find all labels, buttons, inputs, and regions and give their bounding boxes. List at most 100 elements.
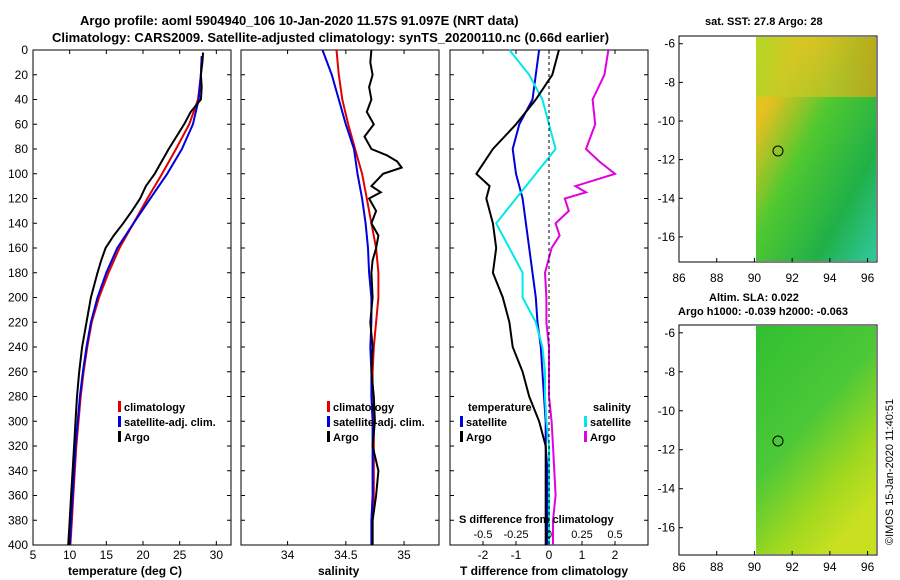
x-tick-label: 34.5 xyxy=(334,548,358,562)
legend3-sal-argo-swatch xyxy=(584,431,587,442)
legend3-temp-sat-label: satellite xyxy=(466,417,507,429)
temperature-legend: climatology satellite-adj. clim. Argo xyxy=(118,401,216,444)
x-tick-label: -2 xyxy=(478,548,489,562)
x-tick-label: 2 xyxy=(612,548,619,562)
salinity-series xyxy=(321,49,404,545)
depth-tick-label: 20 xyxy=(15,68,29,82)
lon-tick-label: 88 xyxy=(710,271,724,285)
lon-tick-label: 92 xyxy=(785,560,799,574)
salinity-axis-label: salinity xyxy=(318,564,360,578)
temperature-axis-label: temperature (deg C) xyxy=(68,564,182,578)
title-line-2: Climatology: CARS2009. Satellite-adjuste… xyxy=(52,30,609,45)
lon-tick-label: 86 xyxy=(672,560,686,574)
series-line-salinity-argo xyxy=(543,49,618,545)
x-tick-label: 30 xyxy=(210,548,224,562)
temperature-series xyxy=(67,52,205,546)
lat-tick-label: -16 xyxy=(658,230,676,244)
lon-tick-label: 92 xyxy=(785,271,799,285)
x-tick-label: 34 xyxy=(281,548,295,562)
legend3-temp-argo-swatch xyxy=(460,431,463,442)
s-tick-label: 0.5 xyxy=(607,529,622,541)
lon-tick-label: 94 xyxy=(823,271,837,285)
legend2-argo-label: Argo xyxy=(333,432,359,444)
x-tick-label: 25 xyxy=(173,548,187,562)
depth-tick-label: 320 xyxy=(8,439,28,453)
lat-tick-label: -8 xyxy=(664,75,675,89)
depth-tick-label: 160 xyxy=(8,241,28,255)
legend-argo-label: Argo xyxy=(124,432,150,444)
series-line-climatology xyxy=(335,49,380,545)
sla-title: Altim. SLA: 0.022 xyxy=(709,292,799,304)
legend3-sal-sat-swatch xyxy=(584,416,587,427)
depth-tick-label: 80 xyxy=(15,142,29,156)
legend-satadj-swatch xyxy=(118,416,121,427)
depth-tick-label: 0 xyxy=(21,43,28,57)
depth-tick-label: 60 xyxy=(15,117,29,131)
difference-series xyxy=(475,49,618,545)
imos-credit: ©IMOS 15-Jan-2020 11:40:51 xyxy=(884,399,896,545)
lat-tick-label: -8 xyxy=(664,365,675,379)
legend3-salinity-header: salinity xyxy=(593,402,632,414)
depth-tick-label: 120 xyxy=(8,192,28,206)
depth-axis: 0 20 40 60 80 100 120 140 160 180 200 220 240 260 280 3… xyxy=(8,43,648,552)
x-tick-label: 10 xyxy=(63,548,77,562)
depth-tick-label: 40 xyxy=(15,93,29,107)
salinity-legend: climatology satellite-adj. clim. Argo xyxy=(327,401,425,444)
x-tick-label: 15 xyxy=(100,548,114,562)
legend-climatology-label: climatology xyxy=(124,402,186,414)
legend3-sal-argo-label: Argo xyxy=(590,432,616,444)
x-axes: 5 10 15 20 25 30 34 34.5 35 -2 -1 0 1 2 -0.5 -0.25 0 0.25… xyxy=(30,50,623,562)
x-tick-label: 35 xyxy=(397,548,411,562)
depth-tick-label: 280 xyxy=(8,390,28,404)
series-line-salinity-satellite xyxy=(495,49,557,545)
lon-tick-label: 86 xyxy=(672,271,686,285)
s-tick-label: -0.5 xyxy=(474,529,493,541)
lat-tick-label: -10 xyxy=(658,114,676,128)
series-line-argo xyxy=(67,52,205,546)
series-line-temperature-argo xyxy=(475,49,560,545)
lon-tick-label: 90 xyxy=(748,271,762,285)
depth-tick-label: 300 xyxy=(8,414,28,428)
legend2-satadj-swatch xyxy=(327,416,330,427)
sla-argo-location-marker xyxy=(772,435,784,447)
x-tick-label: 20 xyxy=(136,548,150,562)
x-tick-label: -1 xyxy=(511,548,522,562)
series-line-satellite-adj-clim- xyxy=(68,56,203,546)
lat-tick-label: -12 xyxy=(658,153,676,167)
salinity-panel-frame xyxy=(240,49,440,546)
legend2-argo-swatch xyxy=(327,431,330,442)
lon-tick-label: 96 xyxy=(861,271,875,285)
depth-tick-label: 380 xyxy=(8,513,28,527)
s-tick-label: -0.25 xyxy=(503,529,528,541)
lat-tick-label: -6 xyxy=(664,326,675,340)
depth-tick-label: 360 xyxy=(8,489,28,503)
title-line-1: Argo profile: aoml 5904940_106 10-Jan-20… xyxy=(80,13,519,28)
legend2-climatology-swatch xyxy=(327,401,330,412)
legend3-sal-sat-label: satellite xyxy=(590,417,631,429)
depth-tick-label: 180 xyxy=(8,266,28,280)
depth-tick-label: 260 xyxy=(8,365,28,379)
legend-climatology-swatch xyxy=(118,401,121,412)
depth-tick-label: 100 xyxy=(8,167,28,181)
sla-map-field xyxy=(756,326,876,554)
depth-tick-label: 240 xyxy=(8,340,28,354)
sst-title: sat. SST: 27.8 Argo: 28 xyxy=(705,16,823,28)
depth-tick-label: 400 xyxy=(8,538,28,552)
series-line-temperature-satellite xyxy=(511,49,549,545)
legend3-temp-sat-swatch xyxy=(460,416,463,427)
difference-legend: temperature satellite Argo salinity sate… xyxy=(460,402,632,444)
difference-axis-label: T difference from climatology xyxy=(460,564,628,578)
sst-argo-location-marker xyxy=(772,145,784,157)
sla-subtitle: Argo h1000: -0.039 h2000: -0.063 xyxy=(678,306,848,318)
temperature-panel-frame xyxy=(32,49,232,546)
series-line-satellite-adj-clim- xyxy=(321,49,374,545)
series-line-argo xyxy=(363,49,404,545)
lat-tick-label: -12 xyxy=(658,443,676,457)
legend3-temperature-header: temperature xyxy=(468,402,532,414)
x-tick-label: 0 xyxy=(546,548,553,562)
depth-tick-label: 220 xyxy=(8,315,28,329)
lon-tick-label: 94 xyxy=(823,560,837,574)
legend2-satadj-label: satellite-adj. clim. xyxy=(333,417,425,429)
legend-satadj-label: satellite-adj. clim. xyxy=(124,417,216,429)
